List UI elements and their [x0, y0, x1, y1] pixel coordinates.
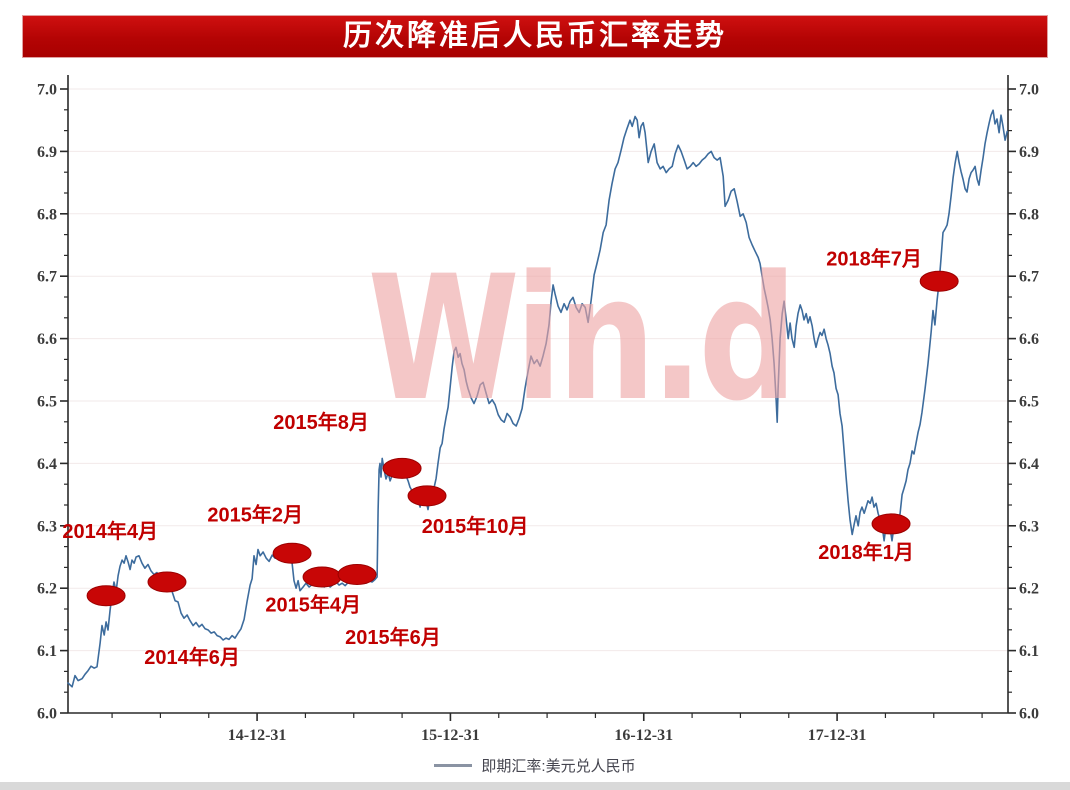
y-tick-label-left: 7.0 [37, 82, 57, 99]
rrr-cut-label: 2015年4月 [265, 592, 361, 616]
y-tick-label-right: 6.7 [1019, 269, 1039, 286]
page-title: 历次降准后人民币汇率走势 [342, 20, 727, 52]
rrr-cut-markers [86, 270, 959, 607]
y-tick-label-right: 6.2 [1019, 581, 1039, 598]
y-tick-label-left: 6.7 [37, 269, 57, 286]
rrr-cut-label: 2014年6月 [144, 645, 240, 669]
y-tick-label-left: 6.8 [37, 206, 57, 223]
rrr-cut-marker [147, 571, 187, 593]
y-tick-label-right: 6.3 [1019, 518, 1039, 535]
y-tick-label-right: 6.9 [1019, 144, 1039, 161]
legend: 即期汇率:美元兑人民币 [0, 755, 1070, 776]
y-tick-label-left: 6.5 [37, 394, 57, 411]
rrr-cut-label: 2015年2月 [207, 503, 303, 527]
x-tick-label: 16-12-31 [614, 727, 673, 744]
y-tick-label-right: 6.0 [1019, 706, 1039, 723]
rrr-cut-marker [382, 457, 422, 479]
rrr-cut-label: 2018年7月 [826, 247, 922, 271]
wind-watermark: Win.d [368, 238, 793, 439]
y-tick-label-right: 6.8 [1019, 206, 1039, 223]
legend-line-sample [434, 764, 473, 767]
rrr-cut-label: 2015年10月 [422, 514, 529, 538]
y-tick-label-left: 6.2 [37, 581, 57, 598]
legend-label: 即期汇率:美元兑人民币 [481, 758, 636, 775]
rrr-cut-marker [337, 563, 377, 585]
tick-labels: 6.0 6.0 6.1 6.1 6.2 6.2 6.3 6.3 6.4 6.4 6.5 6.5 6.6 6… [37, 82, 1039, 745]
y-tick-label-right: 6.4 [1019, 456, 1039, 473]
y-tick-label-left: 6.4 [37, 456, 57, 473]
bottom-strip [0, 782, 1070, 790]
rrr-cut-marker [407, 485, 447, 507]
rrr-cut-label: 2015年8月 [273, 410, 369, 434]
y-tick-label-right: 6.5 [1019, 394, 1039, 411]
y-tick-label-left: 6.0 [37, 706, 57, 723]
y-tick-label-right: 6.6 [1019, 331, 1039, 348]
title-banner: 历次降准后人民币汇率走势 [22, 15, 1048, 58]
rrr-cut-label: 2018年1月 [818, 540, 914, 564]
series-line [67, 109, 1009, 688]
x-tick-label: 17-12-31 [808, 727, 867, 744]
y-tick-label-right: 7.0 [1019, 82, 1039, 99]
y-tick-label-left: 6.3 [37, 518, 57, 535]
rrr-cut-labels: 2014年4月 2014年6月 2015年2月 2015年4月 2015年6月 2015年… [62, 247, 921, 669]
usdcny-line [67, 109, 1009, 688]
rrr-cut-label: 2015年6月 [345, 625, 441, 649]
y-tick-label-left: 6.6 [37, 331, 57, 348]
rrr-cut-marker [272, 542, 312, 564]
x-tick-label: 14-12-31 [228, 727, 287, 744]
rrr-cut-marker [871, 513, 911, 535]
rrr-cut-label: 2014年4月 [62, 519, 158, 543]
y-tick-label-left: 6.1 [37, 643, 57, 660]
x-tick-label: 15-12-31 [421, 727, 480, 744]
rrr-cut-marker [919, 270, 959, 292]
axes [60, 75, 1016, 721]
y-tick-label-left: 6.9 [37, 144, 57, 161]
rrr-cut-marker [86, 585, 126, 607]
rrr-cut-marker [302, 566, 342, 588]
y-tick-label-right: 6.1 [1019, 643, 1039, 660]
